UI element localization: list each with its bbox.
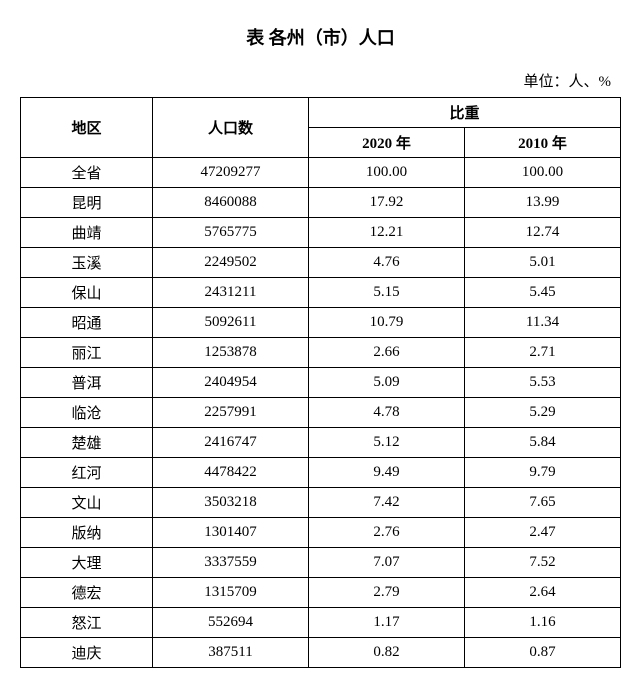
population-table: 地区 人口数 比重 2020 年 2010 年 全省47209277100.00… bbox=[20, 97, 621, 668]
header-year-2020: 2020 年 bbox=[309, 128, 465, 158]
cell-ratio-2020: 12.21 bbox=[309, 218, 465, 248]
cell-population: 552694 bbox=[153, 608, 309, 638]
cell-ratio-2010: 5.45 bbox=[465, 278, 621, 308]
cell-ratio-2010: 5.29 bbox=[465, 398, 621, 428]
cell-population: 8460088 bbox=[153, 188, 309, 218]
cell-ratio-2010: 12.74 bbox=[465, 218, 621, 248]
cell-ratio-2020: 5.15 bbox=[309, 278, 465, 308]
cell-population: 47209277 bbox=[153, 158, 309, 188]
cell-region: 版纳 bbox=[21, 518, 153, 548]
table-row: 玉溪22495024.765.01 bbox=[21, 248, 621, 278]
cell-population: 2431211 bbox=[153, 278, 309, 308]
cell-ratio-2020: 5.12 bbox=[309, 428, 465, 458]
cell-region: 临沧 bbox=[21, 398, 153, 428]
cell-region: 昭通 bbox=[21, 308, 153, 338]
cell-ratio-2010: 5.53 bbox=[465, 368, 621, 398]
cell-ratio-2020: 10.79 bbox=[309, 308, 465, 338]
cell-ratio-2010: 11.34 bbox=[465, 308, 621, 338]
table-row: 红河44784229.499.79 bbox=[21, 458, 621, 488]
cell-ratio-2020: 9.49 bbox=[309, 458, 465, 488]
table-row: 德宏13157092.792.64 bbox=[21, 578, 621, 608]
table-row: 楚雄24167475.125.84 bbox=[21, 428, 621, 458]
cell-population: 387511 bbox=[153, 638, 309, 668]
cell-ratio-2020: 2.76 bbox=[309, 518, 465, 548]
header-ratio: 比重 bbox=[309, 98, 621, 128]
cell-ratio-2010: 9.79 bbox=[465, 458, 621, 488]
cell-ratio-2020: 17.92 bbox=[309, 188, 465, 218]
cell-ratio-2020: 4.76 bbox=[309, 248, 465, 278]
cell-region: 全省 bbox=[21, 158, 153, 188]
table-row: 文山35032187.427.65 bbox=[21, 488, 621, 518]
cell-population: 5092611 bbox=[153, 308, 309, 338]
cell-ratio-2020: 4.78 bbox=[309, 398, 465, 428]
cell-region: 保山 bbox=[21, 278, 153, 308]
cell-ratio-2020: 1.17 bbox=[309, 608, 465, 638]
table-row: 大理33375597.077.52 bbox=[21, 548, 621, 578]
cell-region: 曲靖 bbox=[21, 218, 153, 248]
cell-ratio-2020: 2.79 bbox=[309, 578, 465, 608]
cell-population: 5765775 bbox=[153, 218, 309, 248]
table-row: 昭通509261110.7911.34 bbox=[21, 308, 621, 338]
cell-ratio-2010: 2.64 bbox=[465, 578, 621, 608]
header-region: 地区 bbox=[21, 98, 153, 158]
cell-population: 1301407 bbox=[153, 518, 309, 548]
table-row: 临沧22579914.785.29 bbox=[21, 398, 621, 428]
cell-population: 2404954 bbox=[153, 368, 309, 398]
table-row: 丽江12538782.662.71 bbox=[21, 338, 621, 368]
cell-ratio-2020: 0.82 bbox=[309, 638, 465, 668]
cell-region: 玉溪 bbox=[21, 248, 153, 278]
cell-population: 2416747 bbox=[153, 428, 309, 458]
cell-region: 怒江 bbox=[21, 608, 153, 638]
cell-region: 丽江 bbox=[21, 338, 153, 368]
cell-ratio-2010: 13.99 bbox=[465, 188, 621, 218]
cell-region: 文山 bbox=[21, 488, 153, 518]
cell-ratio-2010: 5.84 bbox=[465, 428, 621, 458]
cell-ratio-2010: 1.16 bbox=[465, 608, 621, 638]
cell-ratio-2010: 2.71 bbox=[465, 338, 621, 368]
table-row: 全省47209277100.00100.00 bbox=[21, 158, 621, 188]
table-row: 曲靖576577512.2112.74 bbox=[21, 218, 621, 248]
cell-ratio-2010: 2.47 bbox=[465, 518, 621, 548]
cell-population: 4478422 bbox=[153, 458, 309, 488]
cell-region: 大理 bbox=[21, 548, 153, 578]
cell-population: 3337559 bbox=[153, 548, 309, 578]
table-row: 迪庆3875110.820.87 bbox=[21, 638, 621, 668]
header-population: 人口数 bbox=[153, 98, 309, 158]
cell-ratio-2020: 7.07 bbox=[309, 548, 465, 578]
cell-ratio-2020: 2.66 bbox=[309, 338, 465, 368]
table-row: 保山24312115.155.45 bbox=[21, 278, 621, 308]
table-title: 表 各州（市）人口 bbox=[20, 24, 621, 50]
table-row: 版纳13014072.762.47 bbox=[21, 518, 621, 548]
cell-region: 昆明 bbox=[21, 188, 153, 218]
cell-population: 2249502 bbox=[153, 248, 309, 278]
cell-ratio-2010: 100.00 bbox=[465, 158, 621, 188]
cell-population: 2257991 bbox=[153, 398, 309, 428]
cell-ratio-2020: 7.42 bbox=[309, 488, 465, 518]
unit-label: 单位：人、% bbox=[20, 70, 611, 91]
table-row: 怒江5526941.171.16 bbox=[21, 608, 621, 638]
cell-population: 1253878 bbox=[153, 338, 309, 368]
header-year-2010: 2010 年 bbox=[465, 128, 621, 158]
cell-region: 迪庆 bbox=[21, 638, 153, 668]
cell-ratio-2010: 7.52 bbox=[465, 548, 621, 578]
cell-ratio-2010: 7.65 bbox=[465, 488, 621, 518]
cell-ratio-2020: 5.09 bbox=[309, 368, 465, 398]
cell-region: 红河 bbox=[21, 458, 153, 488]
cell-ratio-2020: 100.00 bbox=[309, 158, 465, 188]
cell-ratio-2010: 0.87 bbox=[465, 638, 621, 668]
cell-ratio-2010: 5.01 bbox=[465, 248, 621, 278]
cell-population: 3503218 bbox=[153, 488, 309, 518]
cell-population: 1315709 bbox=[153, 578, 309, 608]
table-row: 昆明846008817.9213.99 bbox=[21, 188, 621, 218]
cell-region: 德宏 bbox=[21, 578, 153, 608]
cell-region: 普洱 bbox=[21, 368, 153, 398]
cell-region: 楚雄 bbox=[21, 428, 153, 458]
table-row: 普洱24049545.095.53 bbox=[21, 368, 621, 398]
